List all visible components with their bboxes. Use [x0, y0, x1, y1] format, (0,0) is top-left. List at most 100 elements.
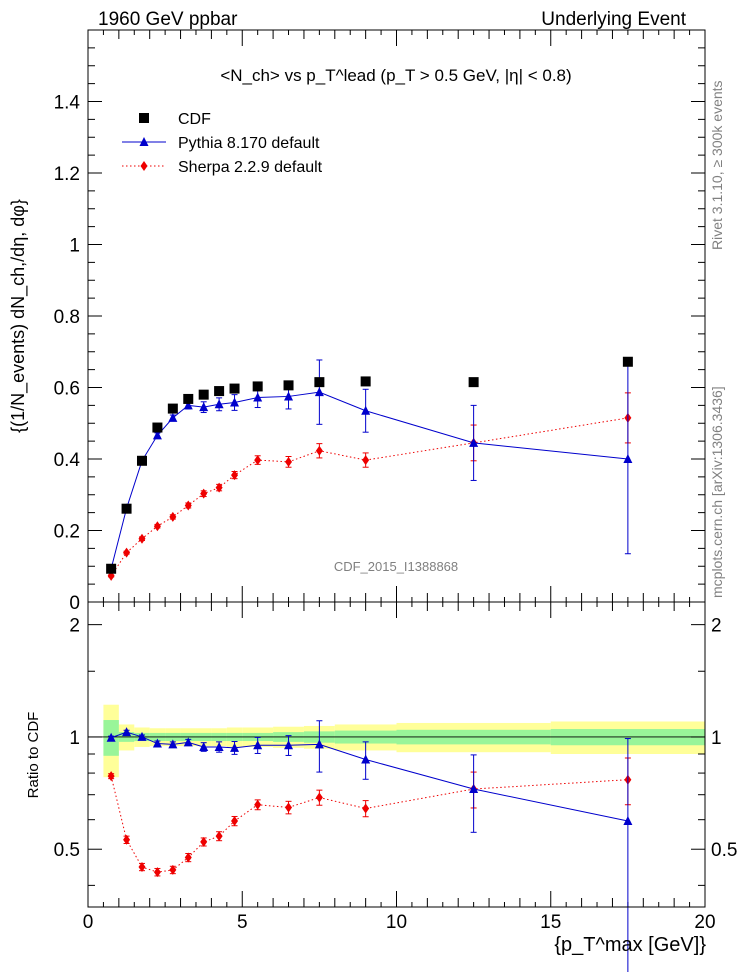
sherpa-point	[184, 500, 192, 511]
ratio-pythia-point	[314, 739, 324, 749]
pythia-point	[361, 405, 371, 415]
legend: CDF Pythia 8.170 default Sherpa 2.2.9 defa…	[122, 111, 323, 176]
ratio-pythia-point	[106, 732, 116, 742]
sherpa-series-line	[110, 417, 628, 577]
ratio-sherpa-point	[184, 852, 192, 863]
pythia-point	[253, 392, 263, 402]
pythia-point	[623, 454, 633, 463]
sherpa-point	[231, 470, 239, 481]
cdf-point	[152, 422, 163, 433]
cdf-point	[468, 377, 479, 388]
sherpa-point	[215, 482, 223, 493]
sherpa-point	[200, 488, 208, 499]
side-label-mcplots: mcplots.cern.ch [arXiv:1306.3436]	[709, 386, 725, 598]
cdf-point	[252, 381, 263, 392]
cdf-point	[214, 386, 225, 397]
legend-entry-label: Pythia 8.170 default	[178, 135, 320, 152]
ratio-sherpa-point	[138, 862, 146, 873]
main-y-axis-label: {(1/N_events) dN_ch,/dη, dφ}	[8, 199, 29, 433]
ratio-sherpa-point	[254, 799, 262, 810]
ratio-y-tick-label: 2	[69, 616, 80, 637]
ratio-sherpa-point	[285, 802, 293, 813]
ratio-pythia-point	[214, 741, 224, 751]
cdf-point	[167, 403, 178, 414]
main-y-tick-label: 1.4	[54, 93, 81, 114]
ratio-pythia-point	[284, 740, 294, 750]
main-y-tick-label: 0.6	[54, 379, 80, 400]
pythia-point	[469, 437, 479, 447]
legend-marker-sherpa	[140, 161, 148, 171]
ratio-y-tick-label: 1	[69, 728, 80, 749]
main-panel-axes: 0 0.2 0.4 0.6 0.8 1 1.2 1.4	[54, 30, 706, 614]
ratio-sherpa-point	[169, 864, 177, 875]
legend-entry-label: CDF	[178, 111, 211, 128]
header-left-label: 1960 GeV ppbar	[98, 9, 238, 30]
ratio-sherpa-point	[123, 834, 131, 845]
ratio-pythia-point	[152, 738, 162, 748]
x-axis-label: {p_T^max [GeV]}	[554, 934, 706, 956]
cdf-point	[229, 383, 240, 394]
pythia-point	[168, 412, 178, 422]
sherpa-point	[153, 521, 161, 532]
ratio-pythia-point	[122, 727, 132, 737]
ratio-pythia-point	[199, 741, 209, 751]
pythia-point	[183, 400, 193, 410]
ratio-sherpa-point	[200, 836, 208, 847]
ratio-pythia-point	[183, 737, 193, 747]
side-label-rivet: Rivet 3.1.10, ≥ 300k events	[709, 80, 725, 250]
main-y-tick-label: 1.2	[54, 164, 80, 185]
ratio-y-tick-label-right: 0.5	[711, 840, 737, 861]
x-tick-label: 20	[694, 912, 715, 933]
ratio-sherpa-point	[231, 816, 239, 827]
ratio-sherpa-point	[153, 867, 161, 878]
ratio-sherpa-point	[362, 803, 370, 814]
sherpa-point	[254, 455, 262, 466]
main-y-tick-label: 0.2	[54, 522, 80, 543]
pythia-point	[152, 430, 162, 440]
cdf-point	[198, 389, 209, 400]
ratio-pythia-point	[623, 816, 633, 826]
ratio-uncertainty-bands	[88, 704, 705, 778]
x-tick-label: 15	[540, 912, 561, 933]
cdf-point	[106, 563, 117, 574]
main-y-tick-label: 0	[69, 593, 80, 614]
cdf-point	[121, 503, 132, 514]
pythia-point	[214, 399, 224, 409]
ratio-pythia-point	[253, 740, 263, 750]
sherpa-point	[123, 547, 131, 558]
pythia-point	[230, 397, 240, 407]
ratio-y-tick-label-right: 1	[711, 728, 722, 749]
main-y-tick-label: 0.4	[54, 450, 81, 471]
sherpa-point	[315, 445, 323, 456]
ratio-pythia-point	[168, 739, 178, 749]
header-right-label: Underlying Event	[541, 9, 686, 30]
ratio-panel-axes: 0 5 10 15 20 0.5 0.5 1 1 2 2	[54, 602, 737, 933]
cdf-point	[622, 356, 633, 367]
chart-marks	[106, 356, 633, 972]
cdf-point	[360, 376, 371, 387]
x-tick-label: 10	[386, 912, 407, 933]
ratio-sherpa-point	[315, 792, 323, 803]
ratio-panel-frame	[87, 601, 706, 908]
pythia-series-line	[110, 391, 628, 569]
sherpa-point	[285, 456, 293, 467]
ratio-sherpa-point	[107, 771, 115, 782]
main-y-tick-label: 1	[69, 236, 80, 257]
pythia-point	[199, 402, 209, 412]
main-plot-title: <N_ch> vs p_T^lead (p_T > 0.5 GeV, |η| <…	[220, 66, 571, 85]
main-y-tick-label: 0.8	[54, 307, 80, 328]
ratio-y-tick-label-right: 2	[711, 616, 722, 637]
x-tick-label: 0	[83, 912, 94, 933]
cdf-point	[183, 393, 194, 404]
ratio-sherpa-point	[215, 831, 223, 842]
sherpa-point	[169, 511, 177, 522]
cdf-point	[283, 380, 294, 391]
ratio-pythia-point	[137, 731, 147, 741]
cdf-point	[314, 377, 325, 388]
x-tick-label: 5	[237, 912, 248, 933]
legend-marker-pythia	[139, 137, 149, 146]
ratio-pythia-point	[469, 784, 479, 794]
ratio-pythia-point	[361, 754, 371, 764]
analysis-watermark: CDF_2015_I1388868	[334, 559, 458, 574]
